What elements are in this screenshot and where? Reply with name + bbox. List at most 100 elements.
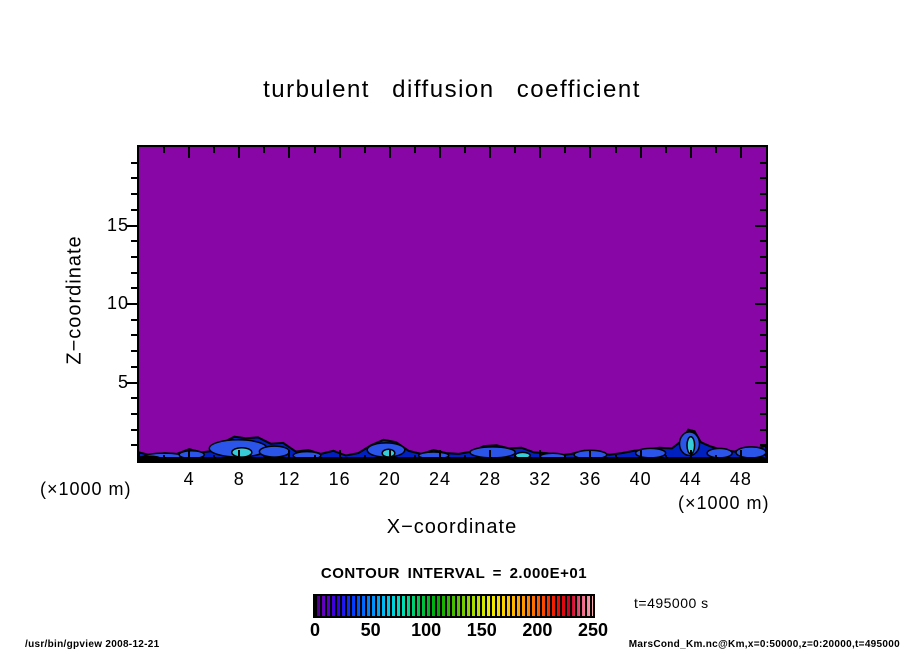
axis-tick — [489, 147, 492, 158]
plot-area: 4 8 12 16 20 24 28 32 36 40 44 48 5 10 15 — [107, 145, 768, 489]
axis-tick — [464, 147, 467, 153]
axis-tick — [760, 318, 766, 321]
x-tick-label: 8 — [233, 469, 245, 489]
y-axis-unit-note: (×1000 m) — [40, 479, 132, 499]
x-tick-label: 20 — [378, 469, 401, 489]
axis-tick — [489, 450, 492, 461]
x-tick-label: 16 — [328, 469, 351, 489]
x-tick-label: 48 — [729, 469, 752, 489]
footer-program-date: /usr/bin/gpview 2008-12-21 — [25, 639, 160, 650]
axis-tick — [313, 147, 316, 153]
axis-tick — [614, 455, 617, 461]
x-tick-label: 28 — [479, 469, 502, 489]
axis-tick — [131, 193, 137, 196]
axis-tick — [313, 455, 316, 461]
axis-tick — [760, 208, 766, 211]
axis-tick — [131, 271, 137, 274]
axis-tick — [760, 397, 766, 400]
axis-tick — [760, 350, 766, 353]
axis-tick — [131, 208, 137, 211]
surface-line — [139, 457, 766, 461]
axis-tick — [288, 450, 291, 461]
axis-tick — [131, 397, 137, 400]
axis-tick — [131, 255, 137, 258]
axis-tick — [564, 147, 567, 153]
axis-tick — [714, 455, 717, 461]
turbulence-patch — [469, 446, 516, 459]
colorbar-tick-labels: 0 50 100 150 200 250 — [310, 620, 608, 642]
contour-field — [139, 147, 766, 461]
x-axis-title: X−coordinate — [386, 516, 518, 538]
axis-tick — [126, 381, 137, 384]
axis-tick — [760, 365, 766, 368]
axis-tick — [639, 450, 642, 461]
colorbar-tick-label: 50 — [360, 620, 381, 640]
axis-tick — [413, 455, 416, 461]
axis-tick — [131, 365, 137, 368]
axis-tick — [438, 147, 441, 158]
colorbar — [313, 594, 595, 618]
axis-tick — [131, 428, 137, 431]
axis-tick — [338, 147, 341, 158]
axis-tick — [131, 287, 137, 290]
axis-tick — [760, 444, 766, 447]
axis-tick — [739, 147, 742, 158]
axis-tick — [689, 147, 692, 158]
axis-tick — [213, 455, 216, 461]
axis-tick — [760, 412, 766, 415]
y-tick-label: 5 — [117, 371, 129, 392]
axis-tick — [363, 455, 366, 461]
axis-tick — [760, 177, 766, 180]
axis-tick — [388, 147, 391, 158]
axis-tick — [760, 240, 766, 243]
axis-tick — [539, 450, 542, 461]
axis-tick — [760, 334, 766, 337]
axis-tick — [213, 147, 216, 153]
axis-tick — [131, 161, 137, 164]
axis-tick — [639, 147, 642, 158]
axis-tick — [664, 147, 667, 153]
axis-tick — [760, 287, 766, 290]
x-tick-label: 40 — [629, 469, 652, 489]
axis-tick — [760, 271, 766, 274]
axis-tick — [438, 450, 441, 461]
axis-tick — [288, 147, 291, 158]
turbulence-patch — [231, 446, 253, 458]
axis-tick — [760, 428, 766, 431]
x-tick-label: 32 — [529, 469, 552, 489]
time-annotation: t=495000 s — [634, 595, 709, 611]
axis-tick — [388, 450, 391, 461]
axis-tick — [564, 455, 567, 461]
axis-tick — [760, 255, 766, 258]
axis-tick — [338, 450, 341, 461]
axis-tick — [760, 193, 766, 196]
colorbar-tick-label: 0 — [309, 620, 320, 640]
axis-tick — [714, 147, 717, 153]
x-tick-label: 24 — [428, 469, 451, 489]
y-axis-title: Z−coordinate — [63, 235, 86, 365]
axis-tick — [755, 224, 766, 227]
axis-tick — [238, 450, 241, 461]
x-tick-label: 4 — [183, 469, 195, 489]
x-tick-label: 12 — [278, 469, 301, 489]
axis-tick — [238, 147, 241, 158]
axis-tick — [539, 147, 542, 158]
plot-title: turbulent diffusion coefficient — [263, 76, 641, 103]
colorbar-tick-label: 100 — [411, 620, 442, 640]
axis-tick — [464, 455, 467, 461]
x-tick-label: 36 — [579, 469, 602, 489]
axis-tick — [689, 450, 692, 461]
axis-tick — [664, 455, 667, 461]
axis-tick — [760, 161, 766, 164]
axis-tick — [131, 444, 137, 447]
axis-tick — [131, 177, 137, 180]
x-axis-unit-note: (×1000 m) — [678, 493, 770, 513]
axis-tick — [739, 450, 742, 461]
field-background — [139, 147, 766, 461]
axis-tick — [413, 147, 416, 153]
turbulence-patch — [706, 447, 733, 459]
axis-tick — [163, 147, 166, 153]
y-tick-label: 15 — [106, 214, 129, 235]
axis-tick — [131, 318, 137, 321]
